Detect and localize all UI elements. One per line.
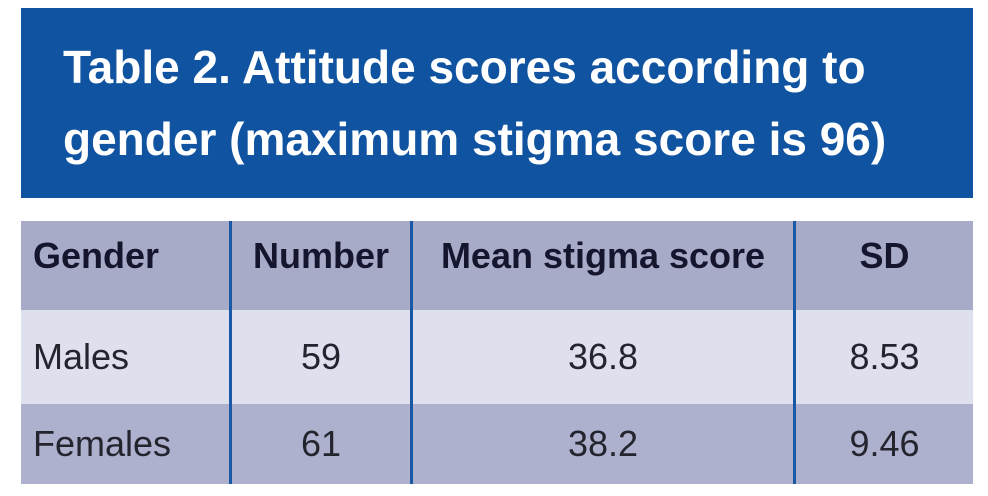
cell-males-gender: Males: [33, 336, 130, 377]
table-title-line-2: gender (maximum stigma score is 96): [63, 113, 887, 165]
column-header-mean-stigma-score: Mean stigma score: [410, 221, 793, 310]
table-row-females: Females 61 38.2 9.46: [21, 404, 973, 484]
column-header-gender: Gender: [33, 234, 160, 276]
attitude-scores-table: Gender Number Mean stigma score SD Males…: [21, 221, 973, 484]
cell-males-number: 59: [229, 310, 410, 404]
cell-females-number: 61: [229, 404, 410, 484]
table-title-line-1: Table 2. Attitude scores according to: [63, 41, 866, 93]
table-row-males: Males 59 36.8 8.53: [21, 310, 973, 404]
cell-males-mean-stigma-score: 36.8: [410, 310, 793, 404]
table-header-row: Gender Number Mean stigma score SD: [21, 221, 973, 310]
cell-females-sd: 9.46: [793, 404, 973, 484]
cell-females-gender: Females: [33, 423, 172, 464]
cell-females-mean-stigma-score: 38.2: [410, 404, 793, 484]
column-header-sd: SD: [793, 221, 973, 310]
table-title-banner: Table 2. Attitude scores according to ge…: [21, 8, 973, 198]
column-header-number: Number: [229, 221, 410, 310]
cell-males-sd: 8.53: [793, 310, 973, 404]
